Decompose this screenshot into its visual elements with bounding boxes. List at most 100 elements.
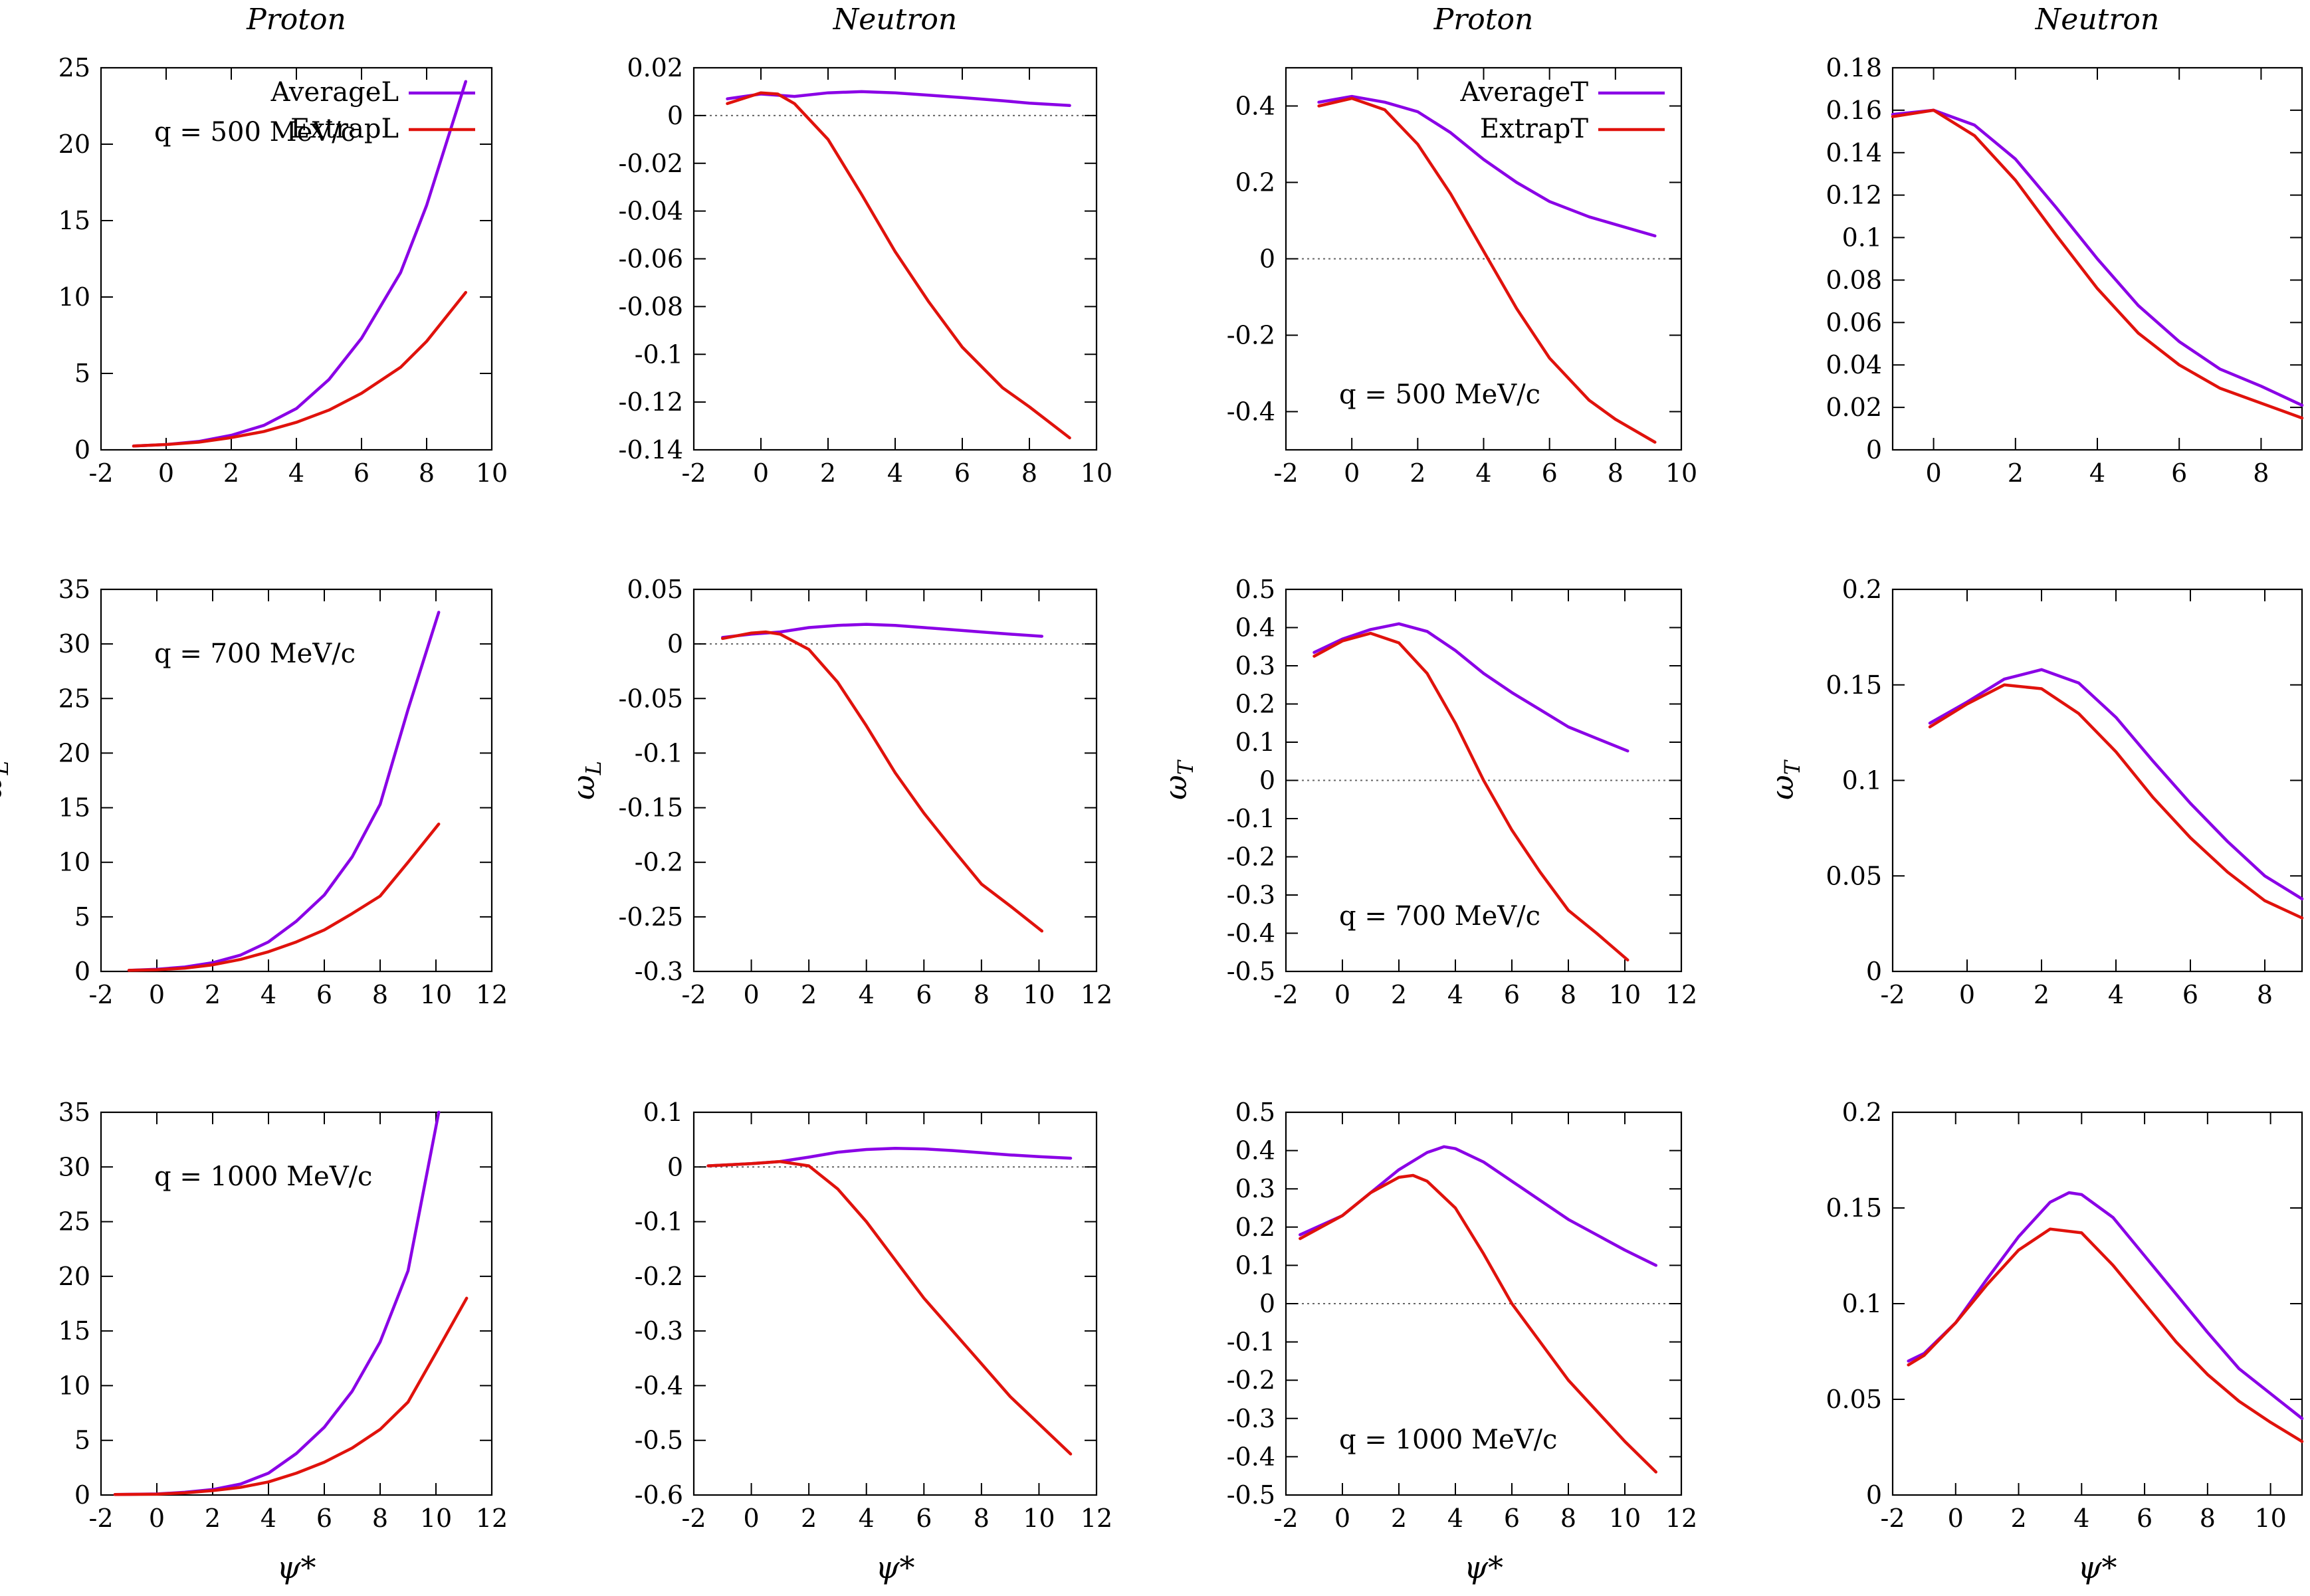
column-title: Neutron xyxy=(2035,3,2159,37)
x-tick-label: 0 xyxy=(743,980,759,1009)
plot-frame xyxy=(692,66,1098,451)
y-tick-label: -0.02 xyxy=(619,149,683,178)
x-tick-label: 2 xyxy=(1391,1504,1407,1533)
x-tick-label: 10 xyxy=(1665,458,1697,488)
series-line-extrapl xyxy=(706,1159,1073,1456)
x-tick-label: 4 xyxy=(2073,1504,2089,1533)
x-tick-label: 4 xyxy=(261,980,276,1009)
y-tick-label: 0.4 xyxy=(1235,92,1275,121)
legend-label: AverageT xyxy=(1460,77,1589,108)
panel-r0-c2: -2 0 2 4 6 8 10 -0.4 -0.2 0 0.2 0.4 q = 500 MeV/c Ave… xyxy=(1227,66,1697,488)
series-line-extrapt xyxy=(1928,683,2304,920)
y-tick-label: -0.6 xyxy=(635,1480,683,1510)
x-axis-label: ψ* xyxy=(2077,1549,2117,1585)
y-tick-label: -0.1 xyxy=(1227,804,1275,833)
panel-r2-c1: -2 0 2 4 6 8 10 12 -0.6 -0.5 -0.4 -0.3 -0.2 -0.1 0 0.1 xyxy=(635,1098,1112,1533)
x-tick-label: 0 xyxy=(1334,980,1350,1009)
legend-label: AverageL xyxy=(270,77,399,108)
x-tick-label: -2 xyxy=(1880,1504,1905,1533)
y-tick-label: -0.1 xyxy=(635,1207,683,1237)
x-tick-label: 8 xyxy=(1021,458,1037,488)
x-tick-label: 4 xyxy=(859,980,875,1009)
y-tick-label: -0.14 xyxy=(619,435,683,464)
x-tick-label: -2 xyxy=(1880,980,1905,1009)
y-tick-label: 20 xyxy=(58,738,90,767)
x-tick-label: 10 xyxy=(1609,1504,1641,1533)
y-tick-label: 0 xyxy=(1259,1289,1275,1318)
x-axis-label: ψ* xyxy=(1464,1549,1503,1585)
x-tick-label: 2 xyxy=(2034,980,2049,1009)
series-line-extrapt xyxy=(1299,1173,1658,1474)
y-tick-label: 5 xyxy=(74,359,90,388)
y-tick-label: 5 xyxy=(74,1426,90,1455)
series-line-averaget xyxy=(1907,1191,2304,1421)
y-tick-label: -0.3 xyxy=(1227,880,1275,910)
x-tick-label: 4 xyxy=(2089,458,2105,488)
x-tick-label: 4 xyxy=(288,458,304,488)
series-line-averaget xyxy=(1891,108,2304,407)
x-tick-label: -2 xyxy=(681,458,706,488)
x-tick-label: 6 xyxy=(316,1504,332,1533)
y-tick-label: -0.4 xyxy=(635,1371,683,1400)
y-tick-label: 0.02 xyxy=(627,53,683,82)
y-tick-label: -0.5 xyxy=(1227,957,1275,986)
y-tick-label: 35 xyxy=(58,1098,90,1127)
y-tick-label: 0.15 xyxy=(1826,670,1882,700)
series-line-extrapt xyxy=(1317,96,1657,444)
y-tick-label: 0.12 xyxy=(1826,181,1882,210)
x-tick-label: 2 xyxy=(1410,458,1425,488)
x-tick-label: 8 xyxy=(1560,1504,1576,1533)
y-tick-label: -0.2 xyxy=(635,1262,683,1291)
panel-r0-c1: -2 0 2 4 6 8 10 -0.14 -0.12 -0.1 -0.08 -0.06 -0.04 -0… xyxy=(619,53,1113,488)
y-tick-label: 0.1 xyxy=(643,1098,683,1127)
q-annotation: q = 700 MeV/c xyxy=(154,639,356,669)
y-tick-label: 0 xyxy=(1866,1480,1882,1510)
x-tick-label: -2 xyxy=(1273,1504,1298,1533)
plot-frame xyxy=(1891,588,2303,973)
y-tick-label: 0 xyxy=(1259,245,1275,274)
y-tick-label: 0.2 xyxy=(1235,168,1275,197)
x-tick-label: 4 xyxy=(887,458,903,488)
x-tick-label: 0 xyxy=(753,458,769,488)
legend-label: ExtrapL xyxy=(290,114,399,144)
y-tick-label: 25 xyxy=(58,684,90,713)
x-tick-label: -2 xyxy=(88,458,113,488)
y-tick-label: 25 xyxy=(58,1207,90,1237)
x-tick-label: 8 xyxy=(2257,980,2273,1009)
x-tick-label: 6 xyxy=(2137,1504,2152,1533)
x-tick-label: 6 xyxy=(1542,458,1558,488)
q-annotation: q = 500 MeV/c xyxy=(154,117,356,148)
x-tick-label: 8 xyxy=(372,980,388,1009)
x-tick-label: 8 xyxy=(372,1504,388,1533)
x-tick-label: 2 xyxy=(801,1504,817,1533)
y-tick-label: -0.1 xyxy=(635,738,683,767)
y-tick-label: -0.2 xyxy=(635,848,683,877)
y-tick-label: 15 xyxy=(58,793,90,823)
y-axis-label: ωL xyxy=(566,761,606,800)
y-tick-label: 0.4 xyxy=(1235,1136,1275,1165)
x-tick-label: 12 xyxy=(1081,1504,1112,1533)
x-tick-label: 2 xyxy=(1391,980,1407,1009)
y-tick-label: 0 xyxy=(1866,435,1882,464)
y-tick-label: 0.1 xyxy=(1235,728,1275,757)
y-tick-label: -0.3 xyxy=(635,957,683,986)
x-tick-label: 10 xyxy=(1609,980,1641,1009)
x-tick-label: 10 xyxy=(1023,1504,1055,1533)
y-tick-label: 10 xyxy=(58,282,90,312)
y-tick-label: -0.05 xyxy=(619,684,683,713)
y-axis-label: ωL xyxy=(0,761,13,800)
y-tick-label: -0.04 xyxy=(619,197,683,226)
x-tick-label: 10 xyxy=(476,458,508,488)
y-tick-label: -0.4 xyxy=(1227,397,1275,427)
x-tick-label: 6 xyxy=(1504,980,1520,1009)
panel-r1-c3: -2 0 2 4 6 800.050.10.150.2ωT xyxy=(1764,575,2304,1009)
x-tick-label: 0 xyxy=(158,458,174,488)
q-annotation: q = 1000 MeV/c xyxy=(1339,1425,1557,1455)
x-tick-label: 0 xyxy=(1344,458,1360,488)
y-tick-label: 0.3 xyxy=(1235,1174,1275,1203)
y-tick-label: -0.08 xyxy=(619,292,683,321)
y-tick-label: 0.14 xyxy=(1826,138,1882,167)
y-tick-label: 0.18 xyxy=(1826,53,1882,82)
y-tick-label: -0.25 xyxy=(619,902,683,932)
panel-r2-c2: -2 0 2 4 6 8 10 12 -0.5 -0.4 -0.3 -0.2 -0.1 0 0.1 0.2 0.… xyxy=(1227,1098,1697,1533)
